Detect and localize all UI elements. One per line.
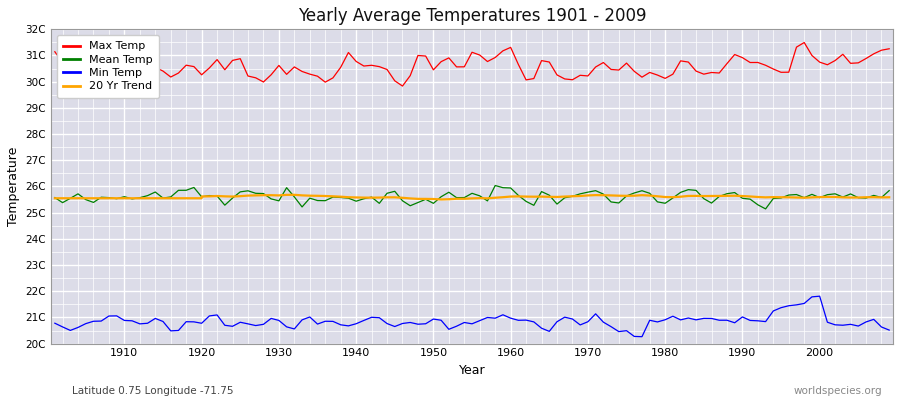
- Legend: Max Temp, Mean Temp, Min Temp, 20 Yr Trend: Max Temp, Mean Temp, Min Temp, 20 Yr Tre…: [57, 35, 159, 98]
- Text: Latitude 0.75 Longitude -71.75: Latitude 0.75 Longitude -71.75: [72, 386, 233, 396]
- Text: worldspecies.org: worldspecies.org: [794, 386, 882, 396]
- X-axis label: Year: Year: [459, 364, 485, 377]
- Y-axis label: Temperature: Temperature: [7, 147, 20, 226]
- Title: Yearly Average Temperatures 1901 - 2009: Yearly Average Temperatures 1901 - 2009: [298, 7, 646, 25]
